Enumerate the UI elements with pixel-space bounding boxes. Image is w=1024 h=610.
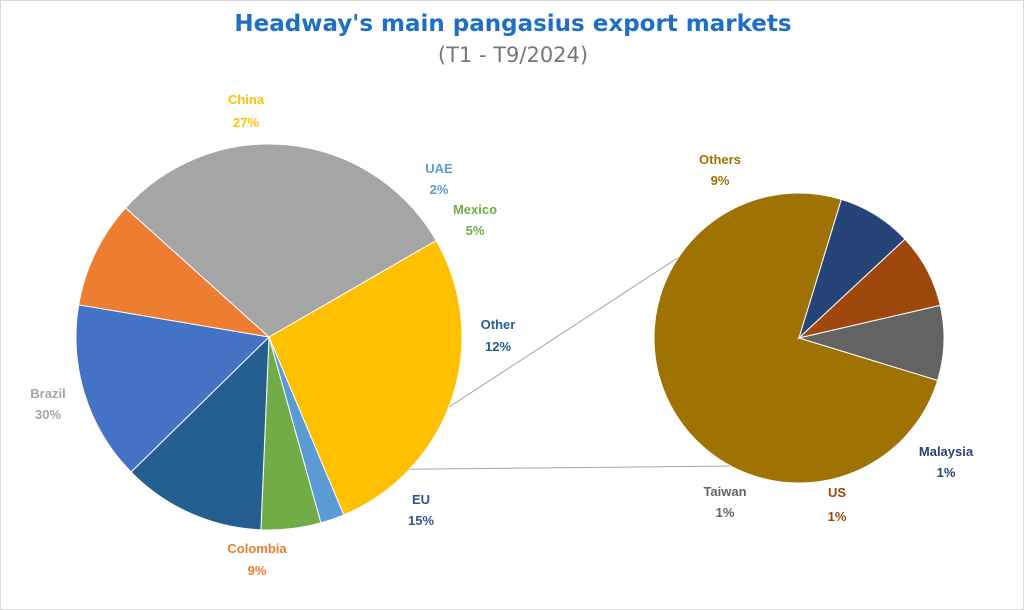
main-slice-eu (75, 304, 271, 473)
secondary-label-malaysia-value: 1% (937, 465, 956, 480)
main-label-brazil-value: 30% (35, 407, 61, 422)
secondary-label-taiwan-value: 1% (716, 505, 735, 520)
main-label-mexico-value: 5% (466, 223, 485, 238)
secondary-slice-others (653, 192, 939, 484)
secondary-label-malaysia-name: Malaysia (919, 444, 974, 459)
main-slice-colombia (78, 207, 271, 338)
secondary-pie (653, 192, 945, 484)
main-label-colombia-name: Colombia (227, 541, 287, 556)
secondary-label-others-name: Others (699, 152, 741, 167)
slice-labels: China 27% UAE 2% Mexico 5% Other 12% EU 15% Colomb… (30, 92, 974, 578)
chart-title: Headway's main pangasius export markets (234, 11, 792, 37)
main-label-other-value: 12% (485, 339, 511, 354)
main-label-colombia-value: 9% (248, 563, 267, 578)
main-label-uae-name: UAE (425, 161, 453, 176)
main-label-china-name: China (228, 92, 265, 107)
main-label-other-name: Other (481, 317, 516, 332)
secondary-label-others-value: 9% (711, 173, 730, 188)
main-label-uae-value: 2% (430, 182, 449, 197)
secondary-label-us-name: US (828, 485, 846, 500)
main-label-mexico-name: Mexico (453, 202, 497, 217)
main-pie (75, 143, 463, 531)
main-slice-other (130, 335, 270, 531)
secondary-label-taiwan-name: Taiwan (703, 484, 746, 499)
chart-subtitle: (T1 - T9/2024) (437, 43, 589, 67)
main-slice-china (268, 239, 463, 516)
secondary-label-us-value: 1% (828, 509, 847, 524)
secondary-slice-taiwan (797, 304, 945, 382)
main-label-brazil-name: Brazil (30, 386, 65, 401)
main-slice-brazil (124, 143, 437, 338)
main-label-china-value: 27% (233, 115, 259, 130)
main-label-eu-name: EU (412, 492, 430, 507)
main-label-eu-value: 15% (408, 513, 434, 528)
